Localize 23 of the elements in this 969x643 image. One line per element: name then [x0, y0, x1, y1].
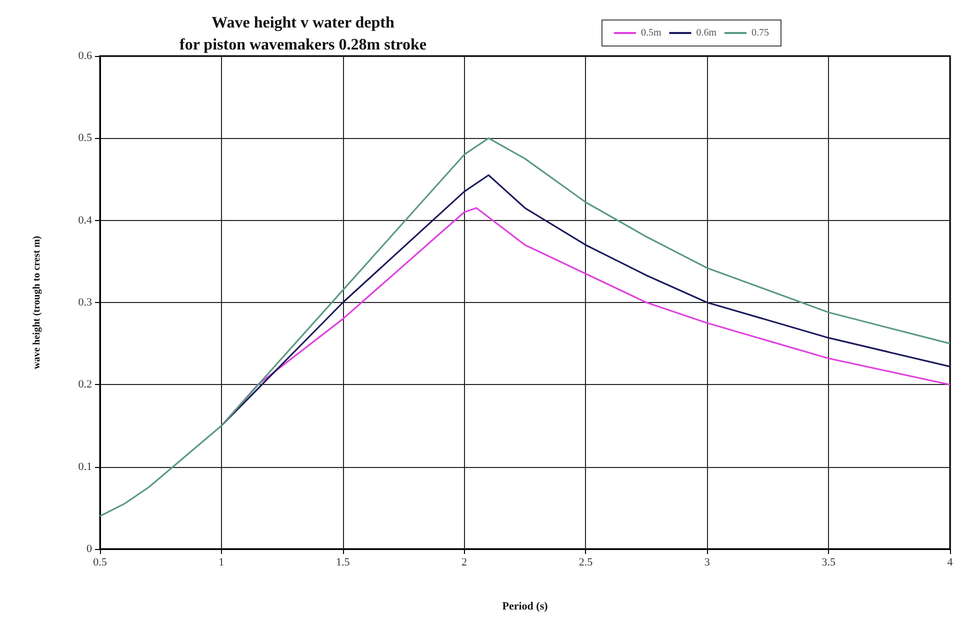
chart-title: Wave height v water depth: [212, 14, 395, 32]
x-tick-label: 0.5: [93, 556, 108, 568]
y-tick-label: 0.2: [78, 378, 92, 391]
y-axis-title: wave height (trough to crest m): [32, 236, 42, 370]
y-tick-label: 0.1: [78, 460, 92, 473]
legend-label: 0.6m: [696, 28, 717, 38]
legend-label: 0.5m: [640, 28, 662, 38]
x-tick-label: 1.5: [336, 556, 350, 568]
chart-subtitle: for piston wavemakers 0.28m stroke: [180, 36, 426, 54]
x-axis-title: Period (s): [502, 600, 548, 612]
y-tick-label: 0: [86, 543, 92, 555]
legend-label: 0.75: [752, 28, 769, 38]
y-tick-label: 0.5: [78, 132, 92, 144]
y-tick-label: 0.4: [78, 214, 92, 226]
x-tick-label: 3: [704, 556, 710, 568]
x-tick-label: 2: [462, 556, 468, 568]
y-tick-label: 0.3: [78, 296, 92, 308]
x-tick-label: 2.5: [578, 556, 594, 568]
x-tick-label: 4: [947, 556, 954, 568]
x-tick-label: 1: [218, 556, 224, 568]
x-tick-label: 3.5: [822, 556, 836, 568]
line-series: [99, 137, 951, 517]
y-tick-label: 0.6: [78, 50, 92, 62]
